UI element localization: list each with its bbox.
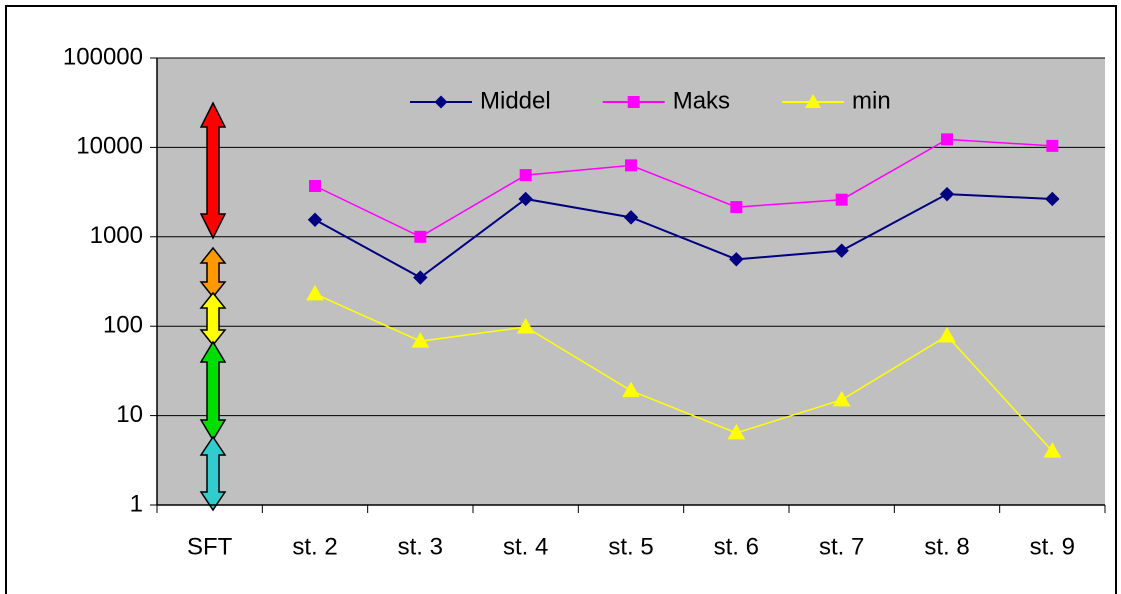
marker — [622, 381, 640, 398]
marker — [730, 201, 743, 214]
y-tick-label: 100 — [103, 312, 143, 339]
x-tick-label: st. 8 — [924, 533, 969, 560]
y-tick-label: 10000 — [76, 133, 143, 160]
marker — [519, 169, 532, 182]
legend-marker — [434, 95, 448, 109]
x-tick-label: st. 6 — [714, 533, 759, 560]
marker — [1046, 139, 1059, 152]
series-line — [314, 193, 1053, 279]
marker — [516, 317, 535, 334]
marker — [832, 390, 851, 407]
x-tick-label: SFT — [187, 533, 233, 560]
marker — [625, 159, 637, 172]
x-tick-label: st. 7 — [819, 533, 864, 560]
legend-label: Middel — [480, 87, 551, 114]
x-tick-label: st. 4 — [503, 533, 548, 560]
range-arrow — [199, 435, 227, 512]
marker — [623, 210, 639, 225]
range-arrows — [199, 101, 227, 512]
range-arrow — [199, 101, 227, 240]
y-tick-label: 10 — [116, 401, 143, 428]
legend-marker — [805, 94, 822, 108]
y-tick-label: 1000 — [90, 222, 143, 249]
legend: Middel Maks min — [410, 87, 891, 114]
marker — [834, 243, 849, 258]
x-tick-label: st. 9 — [1030, 533, 1075, 560]
series-line — [314, 293, 1053, 452]
marker — [518, 191, 533, 207]
marker — [835, 193, 848, 206]
x-tick-label: st. 2 — [292, 533, 337, 560]
y-tick-label: 100000 — [63, 43, 143, 70]
marker — [727, 423, 746, 440]
x-tick-label: st. 5 — [608, 533, 653, 560]
legend-label: min — [852, 87, 891, 114]
marker — [307, 212, 323, 227]
marker — [938, 326, 956, 343]
x-tick-label: st. 3 — [398, 533, 443, 560]
marker — [941, 133, 953, 146]
marker — [939, 186, 955, 202]
marker — [306, 284, 324, 301]
legend-label: Maks — [673, 87, 730, 114]
legend-marker — [627, 96, 640, 108]
marker — [1045, 191, 1060, 207]
marker — [411, 332, 430, 348]
marker — [413, 270, 428, 285]
marker — [309, 180, 321, 193]
series-line — [314, 138, 1053, 238]
marker — [729, 252, 744, 267]
marker — [1043, 442, 1062, 458]
plot-area — [157, 58, 1105, 505]
marker — [414, 230, 427, 243]
y-tick-label: 1 — [130, 490, 143, 517]
